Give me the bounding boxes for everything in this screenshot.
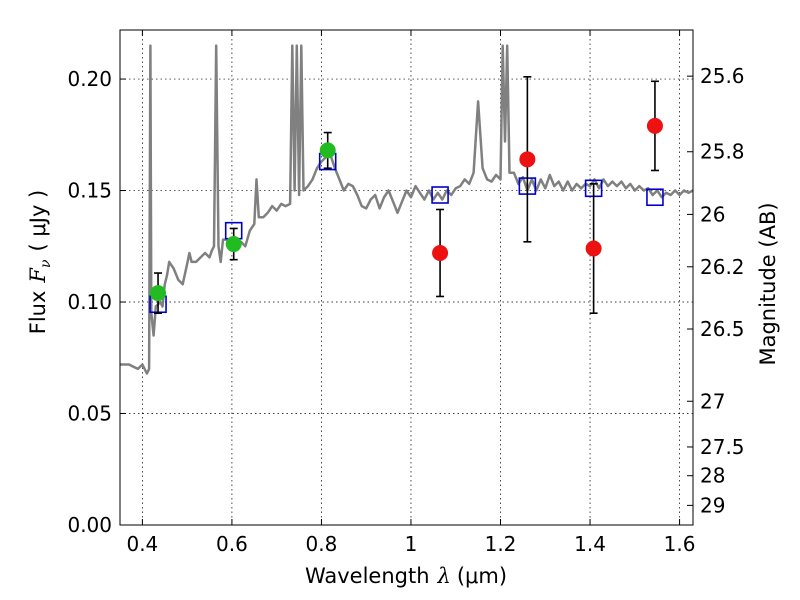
model-flux-square <box>431 186 449 204</box>
model-flux-square <box>646 188 664 207</box>
grid-lines <box>120 30 693 525</box>
x-tick-label: 1 <box>405 532 418 556</box>
x-tick-label: 0.4 <box>126 532 158 556</box>
x-tick-label: 0.6 <box>216 532 248 556</box>
y-axis-label: Flux Fν ( μJy ) <box>26 190 54 334</box>
photometry-point <box>319 142 336 159</box>
y-axis-label-text: Flux <box>26 291 50 335</box>
y-tick-label: 0.20 <box>67 67 112 91</box>
x-axis-label: Wavelength λ (μm) <box>305 564 507 588</box>
photometry-point <box>585 240 602 257</box>
y-axis-label-unit: ( μJy ) <box>26 190 50 252</box>
photometry-point <box>519 151 536 168</box>
magnitude-tick-label: 25.8 <box>700 140 745 164</box>
magnitude-tick-label: 27 <box>700 389 725 413</box>
magnitude-tick-label: 28 <box>700 464 725 488</box>
photometry-point <box>150 285 167 302</box>
photometry-point <box>432 244 449 261</box>
photometry-point <box>225 236 242 253</box>
x-tick-label: 1.2 <box>485 532 517 556</box>
magnitude-tick-label: 27.5 <box>700 435 745 459</box>
photometry-point <box>646 117 663 134</box>
right-axis-label: Magnitude (AB) <box>756 202 780 365</box>
x-axis-label-text: Wavelength <box>305 564 430 588</box>
magnitude-tick-label: 29 <box>700 493 725 517</box>
spectrum-line <box>120 44 693 375</box>
magnitude-tick-label: 26.2 <box>700 255 745 279</box>
x-tick-label: 0.8 <box>306 532 338 556</box>
axes: 0.4 0.6 0.8 1 1.2 1.4 1.6 0.00 0.05 0.10 0.15 0.20 2… <box>67 30 745 556</box>
y-axis-label-subscript: ν <box>38 259 54 268</box>
y-axis-label-symbol: F <box>26 267 50 284</box>
y-tick-label: 0.15 <box>67 179 112 203</box>
x-tick-label: 1.4 <box>574 532 606 556</box>
y-tick-label: 0.05 <box>67 402 112 426</box>
y-tick-label: 0.00 <box>67 513 112 537</box>
x-axis-label-symbol: λ <box>437 564 451 588</box>
magnitude-tick-label: 25.6 <box>700 64 745 88</box>
x-axis-label-unit: (μm) <box>457 564 507 588</box>
magnitude-tick-label: 26 <box>700 202 725 226</box>
x-tick-label: 1.6 <box>664 532 696 556</box>
plot-area <box>120 44 693 375</box>
magnitude-tick-label: 26.5 <box>700 317 745 341</box>
y-tick-label: 0.10 <box>67 290 112 314</box>
plot-frame <box>119 29 694 526</box>
